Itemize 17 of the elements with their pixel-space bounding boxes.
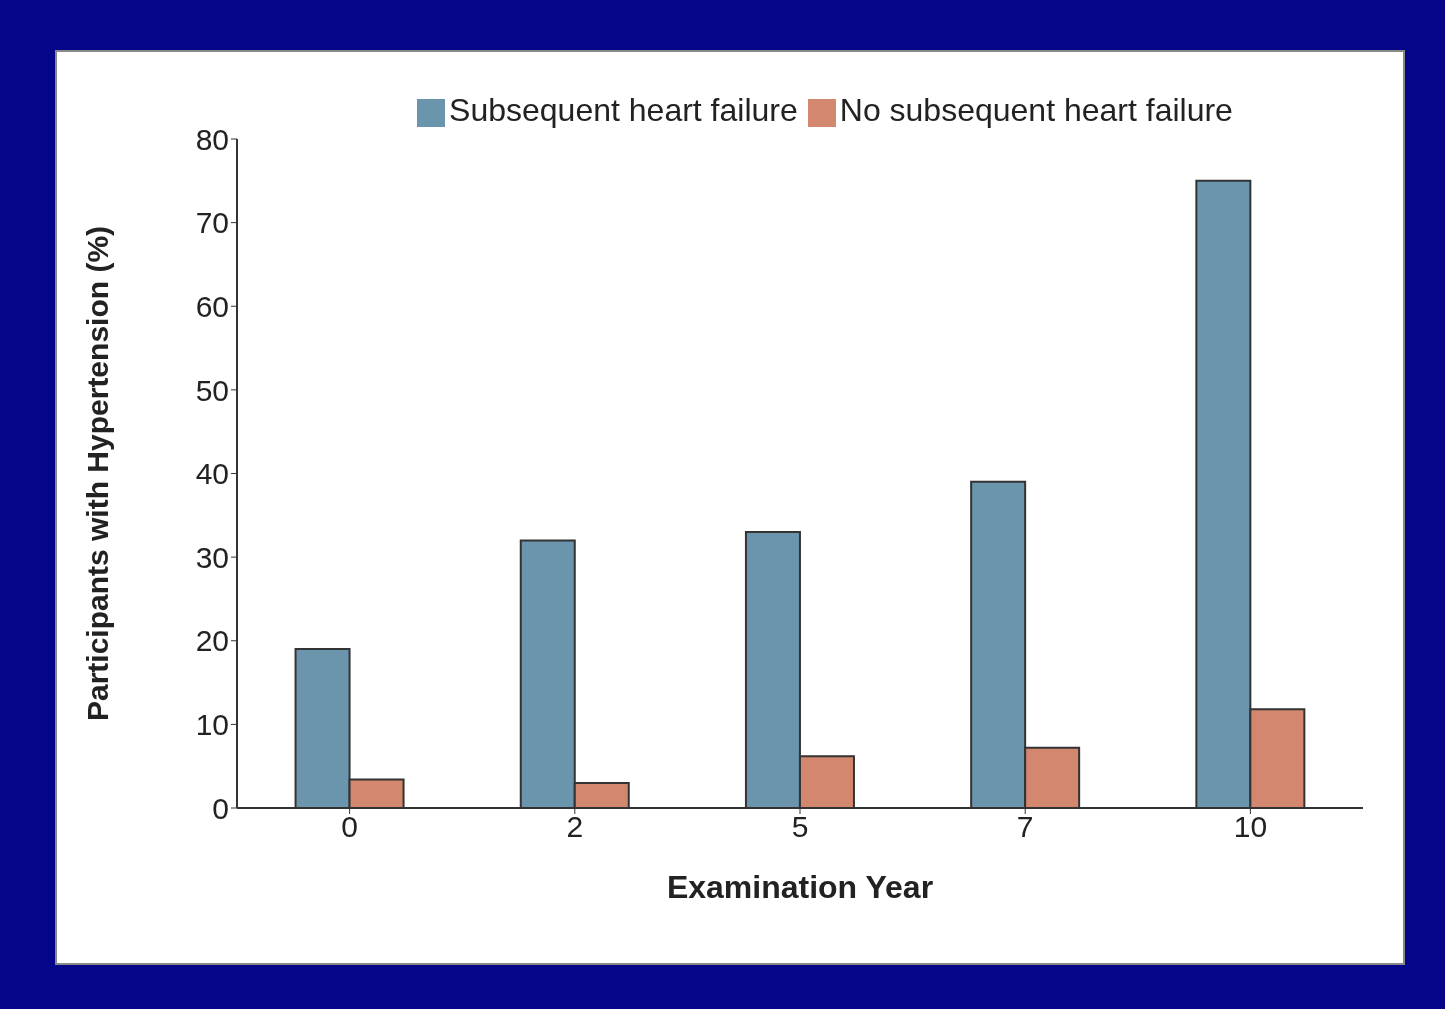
x-axis-title: Examination Year	[666, 869, 934, 905]
y-tick-label: 80	[195, 122, 229, 156]
x-tick-label: 7	[1016, 810, 1034, 844]
y-tick-label: 70	[195, 206, 229, 240]
y-tick-label: 40	[195, 457, 229, 491]
legend-label: Subsequent heart failure	[449, 92, 798, 128]
y-tick-label: 20	[195, 624, 229, 658]
x-tick-label: 0	[341, 810, 358, 844]
y-tick-label: 50	[195, 373, 229, 407]
y-tick-label: 30	[195, 540, 229, 574]
y-tick-label: 60	[195, 289, 229, 323]
x-tick-label: 5	[791, 810, 809, 844]
x-tick-label: 10	[1233, 810, 1268, 844]
y-axis-title: Participants with Hypertension (%)	[80, 225, 114, 722]
legend-label: No subsequent heart failure	[839, 92, 1233, 128]
y-tick-label: 10	[195, 708, 229, 742]
x-tick-label: 2	[566, 810, 584, 844]
